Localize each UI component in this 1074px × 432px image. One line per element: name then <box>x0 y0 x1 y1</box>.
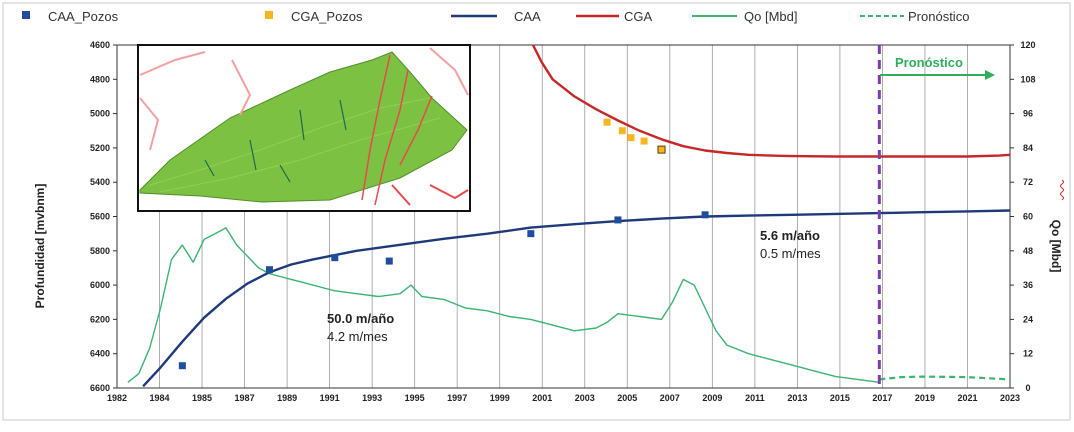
x-tick-label: 1985 <box>192 393 212 403</box>
x-tick-label: 1984 <box>150 393 170 403</box>
y-left-tick-label: 6000 <box>90 280 110 290</box>
cga-pozos-point <box>627 134 635 142</box>
x-tick-label: 2003 <box>575 393 595 403</box>
x-tick-label: 1982 <box>107 393 127 403</box>
x-tick-label: 1987 <box>235 393 255 403</box>
y-right-tick-label: 72 <box>1023 177 1033 187</box>
inset-fault <box>429 47 469 96</box>
inset-fault <box>231 59 252 116</box>
x-tick-label: 2017 <box>872 393 892 403</box>
legend-swatch-cga-pozos <box>265 11 273 19</box>
series-cga-line <box>531 44 1011 158</box>
x-tick-label: 2005 <box>617 393 637 403</box>
y-left-tick-label: 5600 <box>90 212 110 222</box>
annotation-rate-late: 5.6 m/año <box>760 228 820 243</box>
annotation-rate-late-month: 0.5 m/mes <box>760 246 821 261</box>
inset-fault <box>429 184 469 200</box>
x-tick-label: 1991 <box>320 393 340 403</box>
x-tick-label: 2019 <box>915 393 935 403</box>
y-right-tick-label: 24 <box>1023 314 1033 324</box>
x-tick-label: 2021 <box>957 393 977 403</box>
inset-fault <box>399 95 433 166</box>
x-tick-label: 1997 <box>447 393 467 403</box>
y-axis-right-title: Qo [Mbd] <box>1049 220 1063 273</box>
legend-swatch-caa-pozos <box>22 11 30 19</box>
caa-pozos-point <box>527 230 535 238</box>
y-left-tick-label: 5200 <box>90 143 110 153</box>
x-tick-label: 2015 <box>830 393 850 403</box>
y-axis-left-title: Profundidad [mvbnm] <box>33 184 47 309</box>
y-left-tick-label: 6400 <box>90 349 110 359</box>
inset-fault <box>374 69 409 206</box>
legend-label-caa: CAA <box>514 9 541 24</box>
y-left-tick-label: 5000 <box>90 109 110 119</box>
x-tick-label: 2001 <box>532 393 552 403</box>
cga-pozos-point <box>603 118 611 126</box>
legend-label-caa-pozos: CAA_Pozos <box>48 9 119 24</box>
inset-reservoir <box>139 51 468 203</box>
caa-pozos-point <box>265 266 273 274</box>
inset-contour <box>149 97 431 186</box>
y-left-tick-label: 5400 <box>90 177 110 187</box>
x-tick-label: 1999 <box>490 393 510 403</box>
x-tick-label: 1989 <box>277 393 297 403</box>
inset-contour <box>159 117 441 193</box>
plot-area: 1982 1984 1985 1987 1989 1991 1993 1995 1997 1999… <box>90 40 1036 403</box>
x-tick-label: 2013 <box>787 393 807 403</box>
inset-map <box>137 44 471 212</box>
x-tick-label: 2023 <box>1000 393 1020 403</box>
x-tick-label: 1993 <box>362 393 382 403</box>
y-left-tick-label: 5800 <box>90 246 110 256</box>
y-left-tick-label: 6600 <box>90 383 110 393</box>
series-pronostico-line <box>879 375 1011 381</box>
x-tick-label: 1995 <box>405 393 425 403</box>
x-tick-label: 2011 <box>745 393 765 403</box>
inset-fault <box>139 51 206 76</box>
caa-pozos-point <box>385 257 393 265</box>
inset-fault <box>361 54 391 201</box>
cga-pozos-point <box>618 127 626 135</box>
y-right-tick-label: 96 <box>1023 109 1033 119</box>
x-tick-label: 2009 <box>702 393 722 403</box>
legend-label-pronostico: Pronóstico <box>908 9 969 24</box>
series-qo-line <box>127 227 880 383</box>
axis-squiggle <box>1060 179 1064 201</box>
annotation-rate-early: 50.0 m/año <box>327 311 394 326</box>
x-tick-label: 2007 <box>660 393 680 403</box>
legend-label-qo: Qo [Mbd] <box>744 9 797 24</box>
series-caa-line <box>142 209 1011 388</box>
caa-pozos-point <box>701 211 709 219</box>
y-right-tick-label: 84 <box>1023 143 1033 153</box>
y-left-tick-label: 4800 <box>90 74 110 84</box>
annotation-forecast: Pronóstico <box>895 55 963 70</box>
inset-fault <box>139 97 160 151</box>
legend: CAA_Pozos CGA_Pozos CAA CGA Qo [Mbd] Pro… <box>22 9 969 24</box>
y-right-tick-label: 48 <box>1023 246 1033 256</box>
forecast-arrow-head <box>985 70 995 80</box>
legend-label-cga-pozos: CGA_Pozos <box>291 9 363 24</box>
inset-fault <box>391 184 411 206</box>
y-right-tick-label: 36 <box>1023 280 1033 290</box>
legend-label-cga: CGA <box>624 9 653 24</box>
inset-wells <box>204 99 347 183</box>
caa-pozos-point <box>614 216 622 224</box>
y-right-tick-label: 108 <box>1020 74 1035 84</box>
y-right-tick-label: 0 <box>1025 383 1030 393</box>
caa-pozos-point <box>178 362 186 370</box>
y-right-tick-label: 12 <box>1023 349 1033 359</box>
y-left-tick-label: 6200 <box>90 314 110 324</box>
annotation-rate-early-month: 4.2 m/mes <box>327 329 388 344</box>
inset-border <box>137 44 471 212</box>
y-right-tick-label: 60 <box>1023 212 1033 222</box>
cga-pozos-point <box>657 145 666 154</box>
caa-pozos-point <box>331 254 339 262</box>
y-right-tick-label: 120 <box>1020 40 1035 50</box>
y-left-tick-label: 4600 <box>90 40 110 50</box>
cga-pozos-point <box>640 137 648 145</box>
